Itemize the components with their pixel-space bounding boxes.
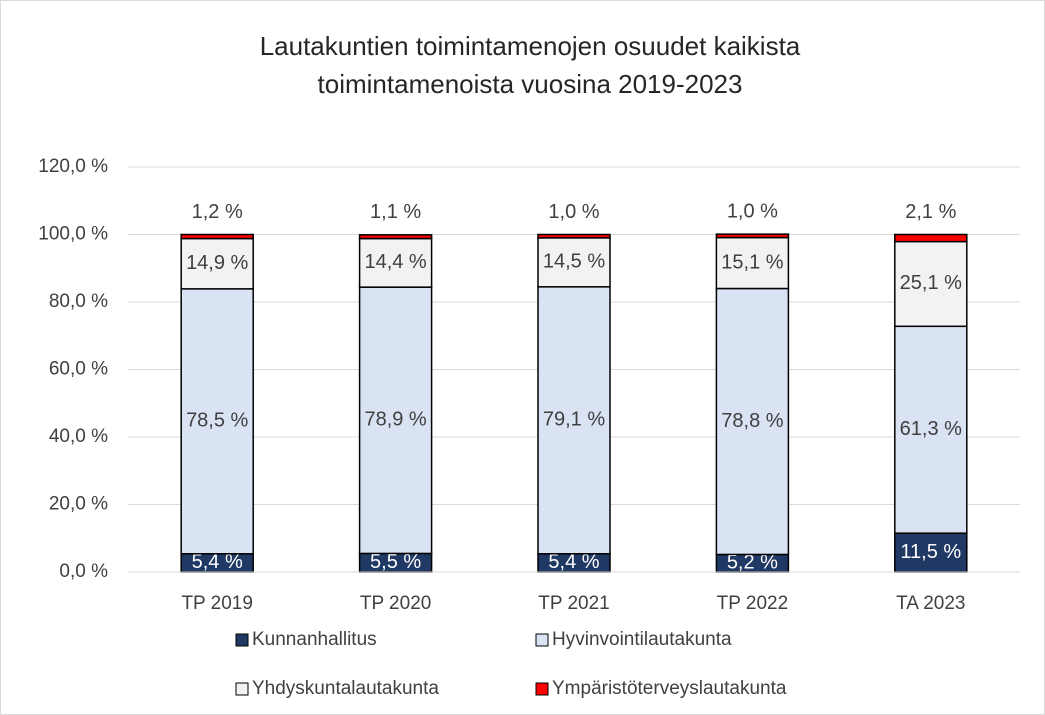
- legend-label: Yhdyskuntalautakunta: [252, 678, 439, 699]
- data-label: 15,1 %: [721, 251, 783, 273]
- bar-segment: [537, 233, 611, 239]
- data-label: 25,1 %: [900, 272, 962, 294]
- y-tick-label: 80,0 %: [49, 291, 108, 312]
- bar-segment: [358, 234, 433, 240]
- bar-segment: [715, 287, 790, 556]
- legend-label: Kunnanhallitus: [252, 629, 377, 650]
- y-tick-label: 0,0 %: [59, 561, 108, 582]
- data-label: 1,1 %: [370, 201, 421, 223]
- data-label: 79,1 %: [543, 409, 605, 431]
- data-label: 14,5 %: [543, 251, 605, 273]
- data-label: 1,0 %: [548, 201, 599, 223]
- data-label: 5,2 %: [727, 552, 778, 574]
- x-tick-label: TP 2022: [717, 593, 788, 614]
- data-label: 61,3 %: [900, 418, 962, 440]
- x-tick-label: TP 2021: [538, 593, 609, 614]
- bar-segment: [715, 233, 790, 239]
- x-tick-label: TP 2019: [181, 593, 252, 614]
- data-label: 78,8 %: [721, 410, 783, 432]
- y-tick-label: 40,0 %: [49, 426, 108, 447]
- data-label: 14,9 %: [186, 252, 248, 274]
- y-tick-label: 60,0 %: [49, 359, 108, 380]
- legend-swatch: [235, 633, 249, 647]
- legend-label: Ympäristöterveyslautakunta: [552, 678, 787, 699]
- data-label: 11,5 %: [900, 541, 961, 563]
- bar-segment: [537, 286, 611, 555]
- y-tick-label: 20,0 %: [49, 494, 108, 515]
- chart-title: Lautakuntien toimintamenojen osuudet kai…: [260, 31, 801, 61]
- data-label: 2,1 %: [905, 201, 956, 223]
- data-label: 78,9 %: [364, 409, 426, 431]
- legend-swatch: [235, 682, 249, 696]
- chart-title: toimintamenoista vuosina 2019-2023: [318, 69, 743, 99]
- bar-segment: [894, 532, 968, 573]
- bar-segment: [715, 236, 790, 290]
- data-label: 5,4 %: [548, 551, 599, 573]
- bar-segment: [358, 286, 433, 555]
- bar-segment: [180, 288, 254, 555]
- x-tick-label: TA 2023: [896, 593, 965, 614]
- legend-label: Hyvinvointilautakunta: [552, 629, 732, 650]
- legend-swatch: [535, 682, 549, 696]
- x-tick-label: TP 2020: [360, 593, 431, 614]
- data-label: 5,4 %: [192, 551, 243, 573]
- legend-swatch: [535, 633, 549, 647]
- y-tick-label: 120,0 %: [38, 156, 108, 177]
- bar-segment: [358, 237, 433, 288]
- bar-segment: [894, 233, 968, 243]
- data-label: 1,0 %: [727, 200, 778, 222]
- data-label: 5,5 %: [370, 551, 421, 573]
- bar-segment: [894, 325, 968, 534]
- bar-segment: [180, 233, 254, 240]
- data-label: 1,2 %: [192, 201, 243, 223]
- y-tick-label: 100,0 %: [38, 224, 108, 245]
- bar-segment: [180, 237, 254, 290]
- data-label: 78,5 %: [186, 410, 248, 432]
- data-label: 14,4 %: [364, 251, 426, 273]
